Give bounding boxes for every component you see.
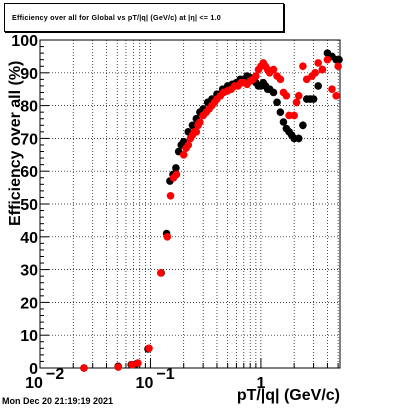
series-black-markers <box>80 49 343 372</box>
data-point <box>292 98 301 107</box>
data-point <box>252 72 260 80</box>
data-point <box>192 128 201 136</box>
y-tick-label: 80 <box>20 99 38 116</box>
data-point <box>188 121 197 130</box>
data-point <box>273 98 281 107</box>
y-tick-labels: 0 10 20 30 40 50 60 70 80 90 100 <box>11 33 38 378</box>
data-point <box>269 65 278 74</box>
series-red-markers <box>80 55 342 372</box>
x-tick-label: 1 <box>256 375 265 392</box>
y-tick-label: 60 <box>20 164 38 181</box>
data-point <box>163 233 172 241</box>
x-axis-label: pT/|q| (GeV/c) <box>237 387 340 404</box>
y-tick-label: 30 <box>20 263 38 280</box>
x-tick-label-base: 10 <box>25 375 43 392</box>
data-point <box>279 118 288 126</box>
data-point <box>290 111 298 120</box>
data-point <box>179 151 188 159</box>
y-tick-label: 90 <box>20 66 38 83</box>
chart-title-box: Efficiency over all for Global vs pT/|q|… <box>4 3 284 32</box>
data-point <box>172 170 181 179</box>
data-point <box>269 88 278 97</box>
data-point <box>145 344 153 353</box>
y-tick-label: 50 <box>20 197 38 214</box>
x-tick-labels: 10−210−11 <box>25 366 265 392</box>
y-tick-label: 10 <box>20 328 38 345</box>
x-tick-label-base: 10 <box>136 375 154 392</box>
data-point <box>299 121 307 130</box>
axis-ticks <box>39 39 339 369</box>
data-point <box>282 91 291 100</box>
data-point <box>166 192 175 200</box>
data-point <box>323 55 332 64</box>
data-point <box>156 269 165 277</box>
data-point <box>294 134 303 143</box>
y-tick-label: 0 <box>29 361 38 378</box>
data-point <box>134 359 142 367</box>
data-point <box>276 108 285 116</box>
data-point <box>335 55 343 64</box>
data-point <box>196 118 204 126</box>
data-point <box>114 363 122 371</box>
y-tick-label: 20 <box>20 295 38 312</box>
x-tick-label-exponent: −2 <box>46 366 64 383</box>
y-tick-label: 70 <box>20 131 38 148</box>
data-point <box>328 85 336 93</box>
data-point <box>128 360 136 369</box>
timestamp: Mon Dec 20 21:19:19 2021 <box>2 396 114 406</box>
data-point <box>314 59 322 67</box>
y-axis-label: Efficiency over all (%) <box>7 61 24 226</box>
data-point <box>334 62 342 71</box>
y-tick-label: 100 <box>11 33 38 50</box>
grid <box>40 40 340 368</box>
data-point <box>299 62 307 71</box>
data-point <box>276 75 285 84</box>
data-point <box>309 95 318 103</box>
data-point <box>311 69 319 77</box>
data-point <box>294 91 303 100</box>
data-point <box>332 91 340 100</box>
x-tick-label-exponent: −1 <box>156 366 174 383</box>
data-point <box>80 364 88 372</box>
data-point <box>172 164 180 172</box>
data-point <box>314 82 322 90</box>
data-point <box>184 141 193 149</box>
y-tick-label: 40 <box>20 230 38 247</box>
data-point <box>318 65 327 74</box>
chart-title: Efficiency over all for Global vs pT/|q|… <box>12 13 221 22</box>
